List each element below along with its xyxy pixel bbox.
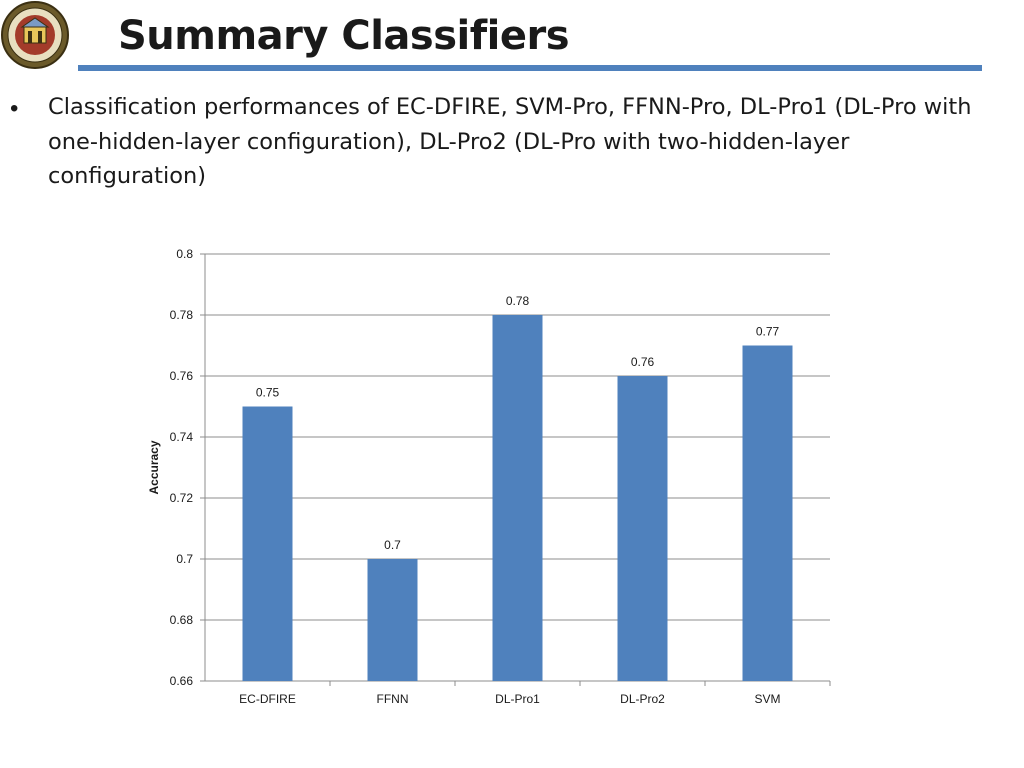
- y-tick-label: 0.78: [170, 308, 194, 322]
- y-tick-label: 0.74: [170, 430, 194, 444]
- bullet-text: Classification performances of EC-DFIRE,…: [48, 94, 972, 189]
- slide-title: Summary Classifiers: [118, 13, 570, 59]
- y-tick-label: 0.66: [170, 674, 194, 688]
- data-label: 0.75: [256, 386, 280, 400]
- y-tick-label: 0.76: [170, 369, 194, 383]
- bar: [742, 345, 793, 681]
- bullet-dot-icon: •: [10, 95, 19, 122]
- bar: [367, 559, 418, 681]
- bar: [242, 406, 293, 681]
- x-tick-label: DL-Pro2: [620, 692, 665, 706]
- x-tick-label: EC-DFIRE: [239, 692, 296, 706]
- y-tick-label: 0.68: [170, 613, 194, 627]
- data-label: 0.77: [756, 325, 780, 339]
- y-axis-label: Accuracy: [147, 440, 161, 494]
- university-seal-icon: [0, 0, 70, 70]
- accuracy-bar-chart: 0.66 0.68 0.7 0.72 0.74 0.76 0.78 0.8 0.75 EC-DFI…: [147, 247, 831, 706]
- data-label: 0.7: [384, 538, 401, 552]
- y-tick-label: 0.8: [176, 247, 193, 261]
- bar: [617, 376, 668, 681]
- data-label: 0.78: [506, 294, 530, 308]
- x-tick-label: SVM: [754, 692, 780, 706]
- y-tick-label: 0.72: [170, 491, 194, 505]
- x-tick-label: FFNN: [377, 692, 409, 706]
- title-divider: [78, 65, 982, 71]
- y-tick-label: 0.7: [176, 552, 193, 566]
- bar: [492, 315, 543, 681]
- data-label: 0.76: [631, 355, 655, 369]
- x-tick-label: DL-Pro1: [495, 692, 540, 706]
